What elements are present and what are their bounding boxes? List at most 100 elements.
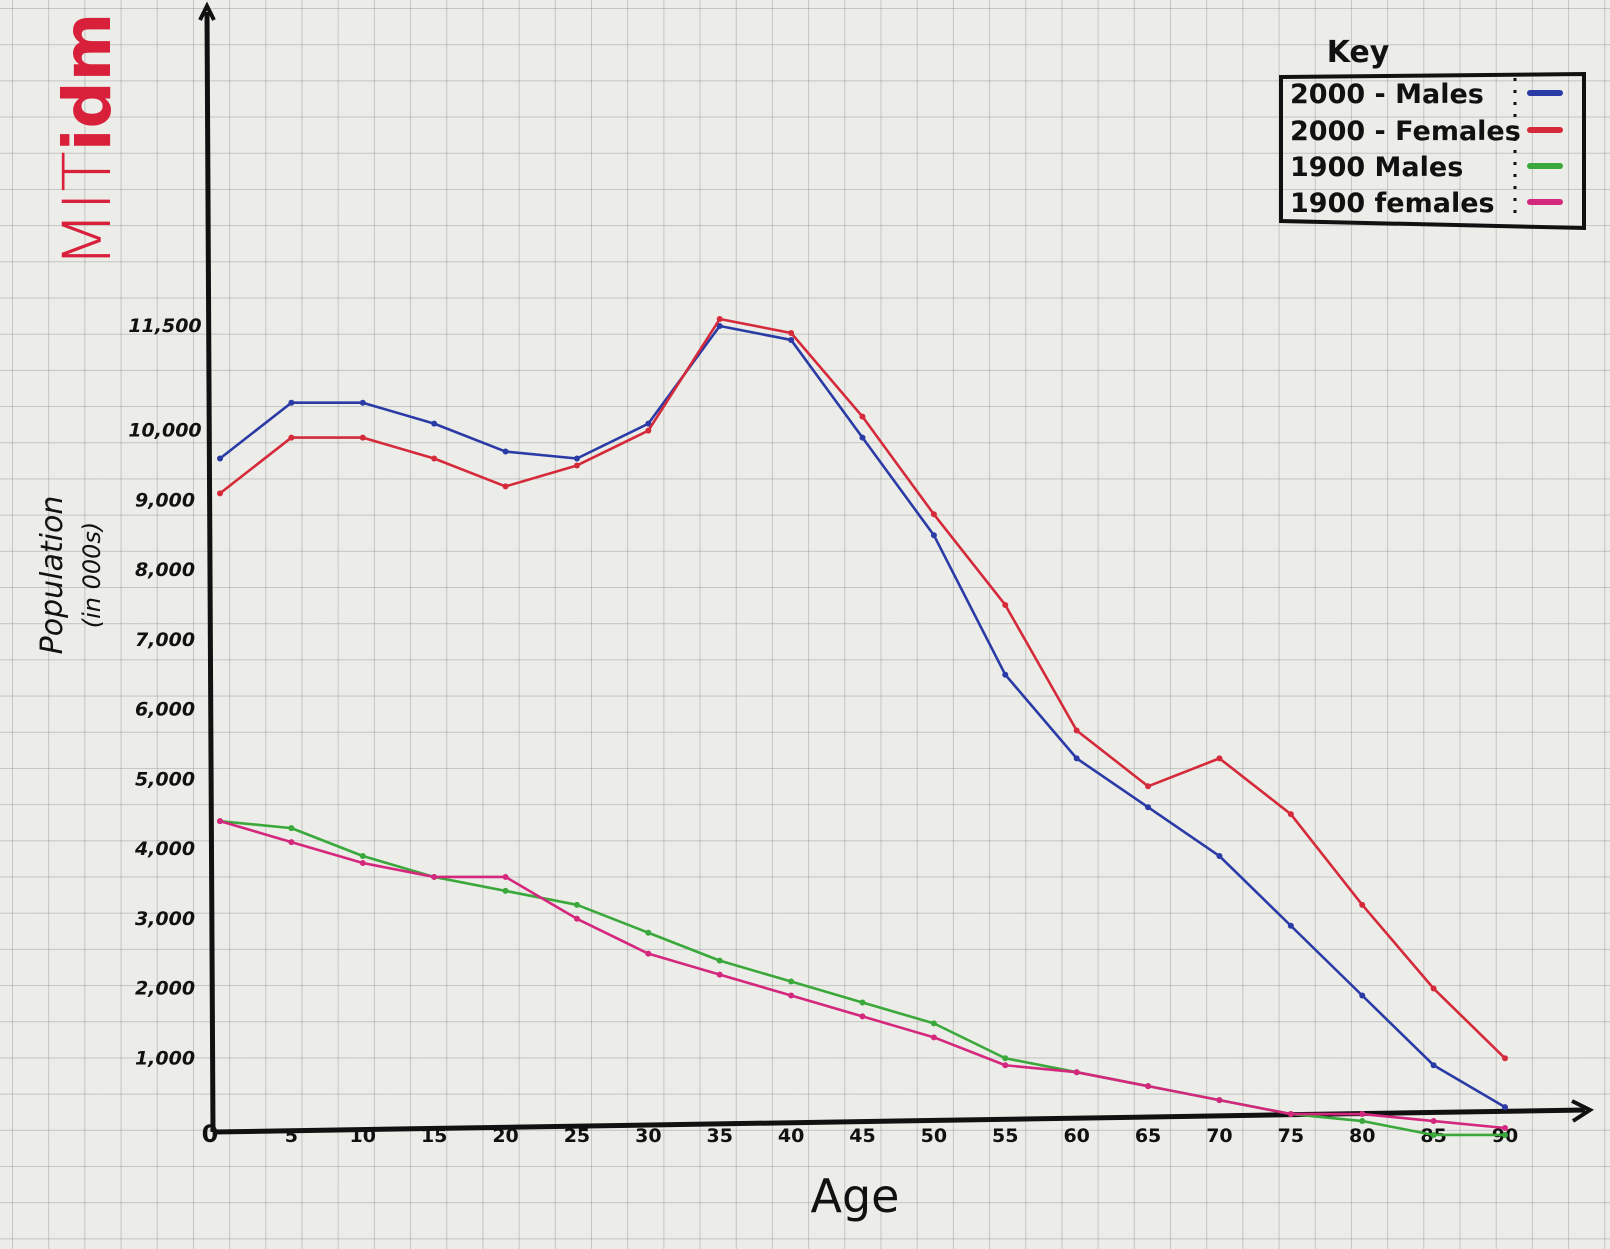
data-point bbox=[1430, 1062, 1437, 1069]
legend: Key 2000 - Males 2000 - Females 1900 Males… bbox=[1279, 35, 1586, 231]
x-tick-label: 20 bbox=[492, 1125, 518, 1147]
series-3 bbox=[217, 818, 1508, 1131]
y-tick-label: 9,000 bbox=[135, 489, 195, 511]
data-point bbox=[1359, 1118, 1366, 1125]
y-tick-label: 7,000 bbox=[135, 629, 195, 651]
data-point bbox=[788, 992, 795, 999]
data-point bbox=[1002, 1062, 1009, 1069]
x-tick-label: 80 bbox=[1349, 1125, 1375, 1147]
legend-label: 2000 - Males bbox=[1290, 79, 1484, 110]
data-point bbox=[716, 957, 723, 964]
data-point bbox=[288, 839, 295, 846]
data-point bbox=[788, 329, 795, 336]
data-point bbox=[288, 399, 295, 406]
legend-title: Key bbox=[1327, 35, 1390, 70]
data-point bbox=[431, 420, 438, 427]
data-point bbox=[217, 490, 223, 497]
x-tick-labels: 051015202530354045505560657075808590 bbox=[202, 1120, 1519, 1148]
data-point bbox=[217, 818, 223, 825]
data-point bbox=[1287, 811, 1294, 818]
x-tick-label: 60 bbox=[1063, 1125, 1089, 1147]
x-tick-label: 15 bbox=[421, 1125, 447, 1147]
data-point bbox=[1359, 992, 1366, 999]
y-tick-label: 5,000 bbox=[135, 768, 195, 790]
data-point bbox=[573, 462, 580, 469]
data-point bbox=[645, 427, 652, 434]
logo-mit: MIT bbox=[49, 151, 126, 268]
series-1 bbox=[217, 316, 1508, 1062]
data-point bbox=[288, 434, 295, 441]
data-point bbox=[1359, 901, 1366, 908]
data-point bbox=[1502, 1104, 1508, 1111]
x-tick-label: 55 bbox=[992, 1125, 1018, 1147]
data-point bbox=[716, 316, 723, 323]
x-tick-label: 40 bbox=[778, 1125, 804, 1147]
data-point bbox=[788, 336, 795, 343]
data-point bbox=[1430, 1131, 1437, 1138]
data-point bbox=[1359, 1111, 1366, 1118]
mit-idm-logo: MITidm bbox=[49, 13, 126, 268]
data-point bbox=[1145, 804, 1152, 811]
y-tick-label: 8,000 bbox=[135, 559, 195, 581]
data-point bbox=[573, 915, 580, 922]
data-point bbox=[1002, 671, 1009, 678]
data-point bbox=[859, 434, 866, 441]
x-axis-arrow bbox=[1571, 1099, 1595, 1123]
y-axis-title-main: Population bbox=[35, 496, 70, 655]
y-tick-label: 10,000 bbox=[128, 420, 201, 442]
data-point bbox=[573, 901, 580, 908]
x-tick-label: 0 bbox=[202, 1120, 219, 1148]
data-point bbox=[930, 1020, 937, 1027]
x-tick-label: 75 bbox=[1278, 1125, 1304, 1147]
data-point bbox=[859, 413, 866, 420]
x-tick-label: 50 bbox=[921, 1125, 947, 1147]
data-point bbox=[288, 825, 295, 832]
series-0 bbox=[217, 323, 1508, 1111]
y-tick-label: 6,000 bbox=[135, 699, 195, 721]
y-tick-label: 4,000 bbox=[134, 838, 195, 860]
data-point bbox=[859, 1013, 866, 1020]
y-tick-label: 2,000 bbox=[135, 978, 195, 1000]
data-point bbox=[1073, 727, 1080, 734]
logo-idm: idm bbox=[49, 13, 126, 152]
y-axis-title: Population (in 000s) bbox=[35, 496, 106, 655]
data-point bbox=[716, 323, 723, 329]
data-point bbox=[217, 455, 223, 462]
x-tick-label: 5 bbox=[285, 1125, 298, 1147]
data-point bbox=[1145, 1083, 1152, 1090]
y-tick-label: 1,000 bbox=[135, 1047, 195, 1069]
data-point bbox=[502, 448, 509, 455]
data-point bbox=[645, 929, 652, 936]
data-point bbox=[431, 873, 438, 880]
legend-label: 1900 Males bbox=[1290, 152, 1463, 183]
y-tick-label: 3,000 bbox=[135, 908, 195, 930]
y-axis-title-sub: (in 000s) bbox=[78, 522, 106, 629]
data-point bbox=[930, 511, 937, 518]
data-point bbox=[716, 971, 723, 978]
data-point bbox=[1287, 1111, 1294, 1118]
x-tick-label: 35 bbox=[706, 1125, 732, 1147]
data-point bbox=[930, 532, 937, 539]
data-point bbox=[1502, 1055, 1508, 1062]
series-line bbox=[219, 819, 1506, 1130]
data-point bbox=[930, 1034, 937, 1041]
data-point bbox=[1502, 1125, 1508, 1131]
data-point bbox=[1287, 922, 1294, 929]
svg-text:MITidm: MITidm bbox=[49, 13, 126, 268]
x-tick-label: 70 bbox=[1206, 1125, 1232, 1147]
x-tick-label: 10 bbox=[350, 1125, 376, 1147]
series-2 bbox=[217, 818, 1508, 1138]
data-point bbox=[1430, 985, 1437, 992]
data-point bbox=[1002, 1055, 1009, 1062]
series-line bbox=[219, 324, 1506, 1109]
data-point bbox=[1002, 601, 1009, 608]
data-point bbox=[502, 887, 509, 894]
data-point bbox=[359, 853, 366, 860]
data-point bbox=[1073, 1069, 1080, 1076]
legend-label: 1900 females bbox=[1290, 188, 1495, 219]
series-line bbox=[219, 819, 1505, 1137]
data-point bbox=[859, 999, 866, 1006]
data-point bbox=[359, 399, 366, 406]
